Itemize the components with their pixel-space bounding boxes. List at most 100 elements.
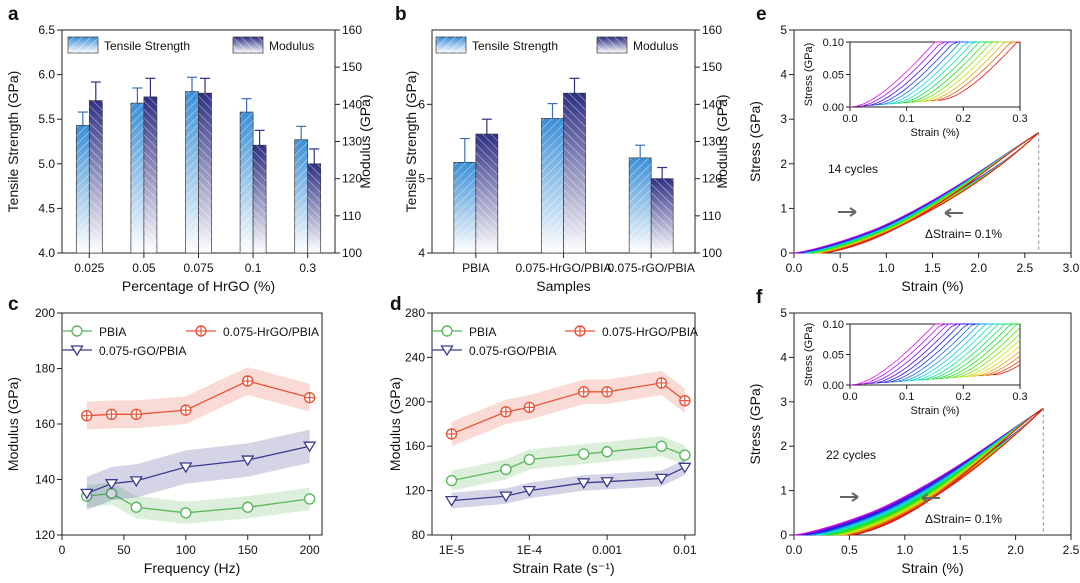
loading-curve bbox=[805, 132, 1039, 254]
chart-b: 4 5 6 100 110 120 130 140 150 160 PBIA 0.075-HrGO/P… bbox=[403, 23, 730, 294]
inset-curve bbox=[931, 323, 1020, 380]
legend-label: 0.075-rGO/PBIA bbox=[99, 344, 186, 358]
xtick-label: 0.01 bbox=[673, 543, 697, 557]
marker-triangle bbox=[179, 462, 193, 474]
ytick-label: 240 bbox=[405, 350, 425, 364]
bar-hatch bbox=[453, 162, 476, 253]
marker-triangle bbox=[241, 455, 255, 467]
inset-curve bbox=[931, 41, 1020, 102]
marker-triangle bbox=[302, 441, 317, 453]
inset-y-axis-title: Stress (GPa) bbox=[803, 43, 815, 107]
ytick-label: 1 bbox=[780, 201, 787, 215]
ytick-label: 4 bbox=[780, 68, 787, 82]
ytick-label-left: 5 bbox=[418, 172, 425, 186]
ytick-label: 5 bbox=[780, 306, 787, 320]
xtick-label: 1.0 bbox=[896, 543, 913, 557]
inset-x-axis-title: Strain (%) bbox=[911, 405, 960, 417]
ytick-label: 160 bbox=[35, 417, 55, 431]
xtick-label: 2.0 bbox=[1007, 543, 1024, 557]
xtick-label: PBIA bbox=[462, 261, 489, 275]
unloading-curve bbox=[796, 132, 1040, 254]
y-axis-title: Modulus (GPa) bbox=[5, 377, 21, 471]
panel-label-e: e bbox=[756, 4, 767, 25]
marker-circle bbox=[445, 474, 458, 487]
ytick-label-right: 110 bbox=[342, 209, 361, 223]
legend-label: Modulus bbox=[633, 39, 678, 53]
panel-label-c: c bbox=[8, 294, 19, 315]
y-axis-title-left: Tensile Strength (GPa) bbox=[403, 71, 419, 213]
inset-curve bbox=[986, 360, 1021, 376]
inset-curve bbox=[938, 41, 1021, 101]
marker-triangle bbox=[577, 478, 591, 490]
legend-label: Modulus bbox=[269, 39, 314, 53]
loading-curve bbox=[807, 132, 1039, 254]
bar-hatch bbox=[294, 139, 308, 253]
unloading-curve bbox=[826, 132, 1040, 254]
bar-hatch bbox=[130, 103, 144, 253]
legend-label: Tensile Strength bbox=[472, 39, 558, 53]
inset-curve bbox=[938, 323, 1021, 380]
inset-curve bbox=[951, 333, 1021, 379]
chart-f: 0 1 2 3 4 5 0.0 0.5 1.0 1.5 2.0 2.5 22 cycles ΔStrain… bbox=[747, 306, 1080, 576]
marker-triangle bbox=[678, 462, 692, 474]
unloading-curve bbox=[805, 132, 1040, 254]
ytick-label-right: 110 bbox=[702, 209, 721, 223]
unloading-curve bbox=[803, 132, 1040, 254]
ytick-label-right: 150 bbox=[342, 60, 362, 74]
inset-curve bbox=[958, 339, 1021, 378]
loading-curve bbox=[796, 132, 1039, 254]
marker-circle bbox=[71, 325, 83, 337]
marker-circle bbox=[441, 325, 453, 337]
ytick-label-right: 130 bbox=[342, 135, 362, 149]
y-axis-title: Stress (GPa) bbox=[747, 101, 763, 182]
marker-triangle bbox=[440, 345, 454, 357]
xtick-label: 1.5 bbox=[952, 543, 969, 557]
ytick-label: 3 bbox=[780, 112, 787, 126]
ytick-label: 4 bbox=[780, 350, 787, 364]
marker-circle bbox=[655, 440, 668, 452]
inset-xtick-label: 0.3 bbox=[1012, 391, 1027, 403]
ytick-label: 120 bbox=[35, 528, 55, 542]
ytick-label: 200 bbox=[35, 306, 55, 320]
chart-e: 0 1 2 3 4 5 0.0 0.5 1.0 1.5 2.0 2.5 3.0 14 cycles ΔStr… bbox=[747, 23, 1080, 294]
xtick-label: 2.5 bbox=[1016, 261, 1033, 275]
bar-hatch bbox=[89, 100, 103, 253]
xtick-label: 0 bbox=[59, 543, 66, 557]
bar-hatch bbox=[185, 91, 199, 253]
xtick-label: 100 bbox=[176, 543, 196, 557]
inset-curve bbox=[924, 323, 1020, 380]
inset-xtick-label: 0.0 bbox=[842, 113, 857, 125]
ytick-label: 180 bbox=[35, 362, 55, 376]
inset-curve bbox=[972, 350, 1021, 377]
xtick-label: 0.5 bbox=[832, 261, 849, 275]
ytick-label: 0 bbox=[780, 528, 787, 542]
inset-ytick-label: 0.05 bbox=[823, 350, 844, 362]
y-axis-title-right: Modulus (GPa) bbox=[714, 94, 730, 188]
annotation-delta-strain: ΔStrain= 0.1% bbox=[925, 512, 1002, 526]
ytick-label-right: 100 bbox=[702, 246, 722, 260]
x-axis-title: Strain (%) bbox=[901, 560, 963, 576]
ytick-label-left: 4.0 bbox=[38, 246, 55, 260]
xtick-label: 0.5 bbox=[841, 543, 858, 557]
ytick-label-right: 140 bbox=[702, 97, 722, 111]
unloading-curve bbox=[800, 132, 1040, 254]
marker-circle bbox=[242, 501, 254, 513]
x-axis-title: Frequency (Hz) bbox=[144, 560, 240, 576]
ytick-label-left: 4.5 bbox=[38, 201, 55, 215]
confidence-band bbox=[451, 370, 685, 447]
ytick-label: 120 bbox=[405, 484, 425, 498]
inset-ytick-label: 0.10 bbox=[823, 319, 844, 331]
y-axis-title: Modulus (GPa) bbox=[387, 377, 403, 471]
legend-label: 0.075-HrGO/PBIA bbox=[223, 325, 319, 339]
legend-swatch-hatch bbox=[68, 37, 98, 53]
inset-ytick-label: 0.10 bbox=[823, 37, 844, 49]
marker-triangle bbox=[499, 491, 513, 503]
annotation-cycles: 22 cycles bbox=[826, 448, 876, 462]
arrow-right-icon bbox=[838, 207, 857, 217]
marker-triangle bbox=[80, 488, 94, 500]
xtick-label: 1.5 bbox=[924, 261, 941, 275]
ytick-label: 3 bbox=[780, 395, 787, 409]
confidence-band bbox=[86, 482, 310, 524]
ytick-label: 5 bbox=[780, 23, 787, 37]
inset-xtick-label: 0.1 bbox=[899, 391, 914, 403]
